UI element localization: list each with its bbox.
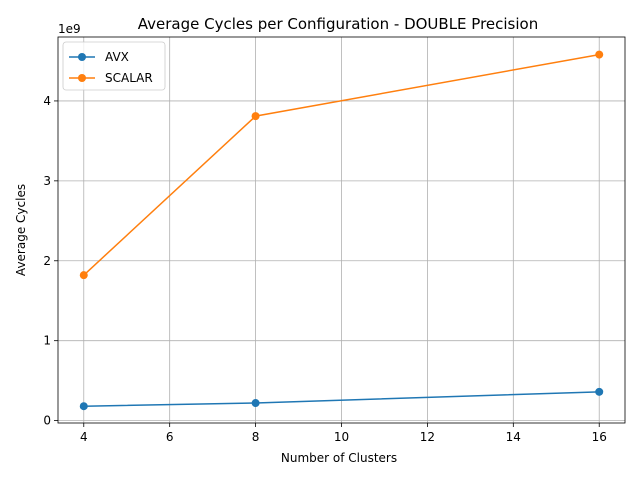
y-axis-label: Average Cycles bbox=[14, 184, 28, 276]
data-point-scalar bbox=[595, 50, 604, 59]
x-tick-label: 6 bbox=[166, 430, 174, 444]
chart-title: Average Cycles per Configuration - DOUBL… bbox=[138, 15, 538, 33]
y-tick-label: 3 bbox=[43, 174, 51, 188]
x-tick-label: 14 bbox=[506, 430, 521, 444]
legend-label-avx: AVX bbox=[105, 50, 129, 64]
legend-label-scalar: SCALAR bbox=[105, 71, 153, 85]
y-offset-label: 1e9 bbox=[58, 22, 81, 36]
x-tick-label: 8 bbox=[252, 430, 260, 444]
data-point-avx bbox=[79, 402, 88, 411]
legend-marker-scalar bbox=[78, 74, 86, 82]
data-point-avx bbox=[595, 387, 604, 396]
y-tick-label: 0 bbox=[43, 414, 51, 428]
data-point-scalar bbox=[79, 271, 88, 280]
x-tick-label: 10 bbox=[334, 430, 349, 444]
x-tick-label: 4 bbox=[80, 430, 88, 444]
data-point-scalar bbox=[251, 112, 260, 121]
data-point-avx bbox=[251, 399, 260, 408]
y-tick-label: 2 bbox=[43, 254, 51, 268]
x-tick-label: 12 bbox=[420, 430, 435, 444]
grid bbox=[58, 37, 625, 423]
x-axis-label: Number of Clusters bbox=[281, 451, 397, 465]
y-tick-label: 4 bbox=[43, 94, 51, 108]
y-tick-label: 1 bbox=[43, 334, 51, 348]
series-layer bbox=[79, 50, 604, 411]
x-tick-label: 16 bbox=[592, 430, 607, 444]
legend: AVX SCALAR bbox=[62, 41, 166, 91]
legend-marker-avx bbox=[78, 53, 86, 61]
